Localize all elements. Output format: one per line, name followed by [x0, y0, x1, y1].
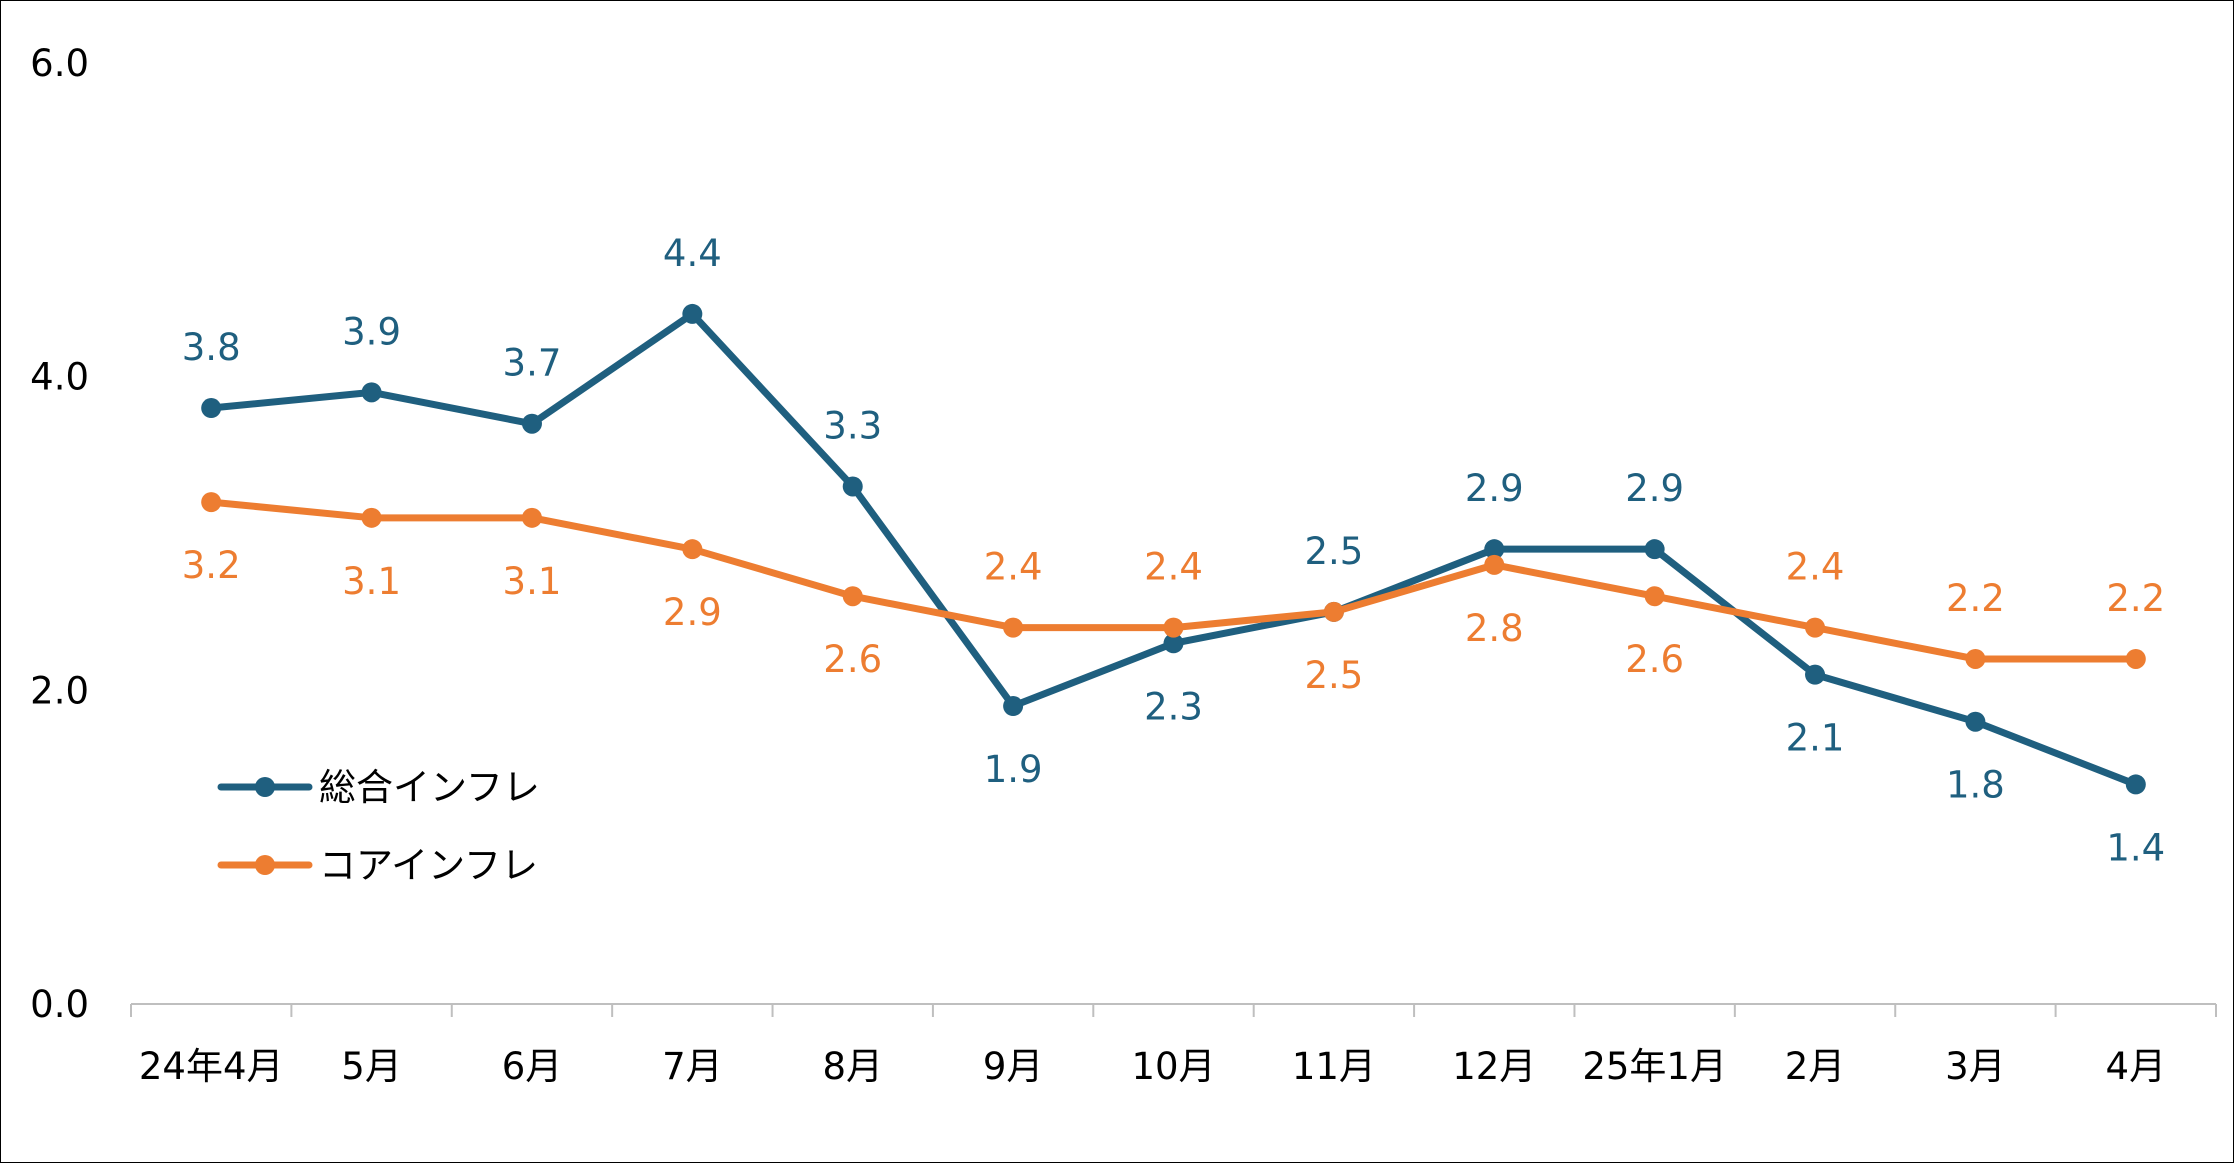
data-label-0: 2.9: [1625, 467, 1684, 510]
x-tick-label: 24年4月: [139, 1045, 284, 1088]
data-label-1: 3.1: [503, 560, 562, 603]
data-label-1: 2.8: [1465, 607, 1524, 650]
data-point-0: [2125, 774, 2146, 795]
data-label-0: 1.8: [1946, 764, 2005, 807]
data-label-1: 2.5: [1304, 654, 1363, 697]
x-tick-label: 8月: [822, 1045, 883, 1088]
x-tick-label: 11月: [1292, 1045, 1376, 1088]
data-label-0: 1.9: [984, 748, 1043, 791]
data-label-0: 2.3: [1144, 685, 1203, 728]
legend-swatch-marker-1: [255, 855, 275, 875]
data-point-1: [1323, 601, 1344, 622]
data-point-0: [361, 382, 382, 403]
data-label-0: 4.4: [663, 232, 722, 275]
data-labels: 3.8 3.9 3.7 4.4 3.3 1.9 2.3 2.5 2.9 2.9 2.1 1.8 1.4 3…: [182, 232, 2165, 870]
x-tick-label: 9月: [983, 1045, 1044, 1088]
data-point-0: [682, 303, 703, 324]
legend-label-0: 総合インフレ: [319, 766, 540, 809]
data-point-0: [1484, 539, 1505, 560]
x-tick-label: 12月: [1452, 1045, 1536, 1088]
data-point-1: [1965, 648, 1986, 669]
data-point-1: [2125, 648, 2146, 669]
data-label-1: 2.4: [1786, 546, 1845, 589]
axes: 24年4月 5月 6月 7月 8月 9月 10月 11月 12月 25年1月 2月 3月 4月 0.0 2.…: [30, 42, 2217, 1088]
data-label-0: 2.9: [1465, 467, 1524, 510]
data-point-1: [521, 507, 542, 528]
x-tick-label: 10月: [1131, 1045, 1215, 1088]
legend-label-1: コアインフレ: [319, 844, 538, 887]
x-tick-label: 7月: [662, 1045, 723, 1088]
data-point-1: [842, 586, 863, 607]
data-point-0: [1644, 539, 1665, 560]
data-point-1: [1644, 586, 1665, 607]
y-tick-label: 6.0: [30, 42, 89, 85]
data-label-0: 2.5: [1304, 530, 1363, 573]
data-point-1: [1805, 617, 1826, 638]
data-point-1: [682, 539, 703, 560]
x-tick-label: 4月: [2106, 1045, 2167, 1088]
data-label-0: 3.9: [342, 310, 401, 353]
x-tick-label: 6月: [502, 1045, 563, 1088]
data-point-0: [521, 413, 542, 434]
x-tick-label: 5月: [341, 1045, 402, 1088]
x-tick-label: 2月: [1785, 1045, 1846, 1088]
x-tick-label: 3月: [1945, 1045, 2006, 1088]
y-tick-label: 2.0: [30, 669, 89, 712]
data-point-1: [1484, 554, 1505, 575]
data-label-1: 2.4: [984, 546, 1043, 589]
legend-swatch-marker-0: [255, 777, 275, 797]
data-label-1: 2.6: [1625, 638, 1684, 681]
data-label-1: 2.2: [1946, 577, 2005, 620]
data-point-1: [201, 492, 222, 513]
data-point-0: [1965, 711, 1986, 732]
data-label-0: 3.7: [503, 342, 562, 385]
data-point-1: [1003, 617, 1024, 638]
data-point-0: [1805, 664, 1826, 685]
data-label-1: 2.2: [2106, 577, 2165, 620]
data-label-1: 3.1: [342, 560, 401, 603]
series-layer: [201, 303, 2146, 795]
y-tick-label: 0.0: [30, 983, 89, 1026]
data-label-1: 2.9: [663, 591, 722, 634]
data-label-1: 3.2: [182, 544, 241, 587]
data-point-0: [1003, 696, 1024, 717]
data-point-0: [201, 398, 222, 419]
data-point-1: [1163, 617, 1184, 638]
data-label-0: 3.8: [182, 326, 241, 369]
data-point-0: [842, 476, 863, 497]
data-label-1: 2.6: [823, 638, 882, 681]
x-tick-label: 25年1月: [1582, 1045, 1727, 1088]
data-label-0: 3.3: [823, 404, 882, 447]
data-point-1: [361, 507, 382, 528]
data-point-0: [1163, 633, 1184, 654]
data-label-0: 2.1: [1786, 717, 1845, 760]
y-tick-label: 4.0: [30, 356, 89, 399]
data-label-0: 1.4: [2106, 826, 2165, 869]
data-label-1: 2.4: [1144, 546, 1203, 589]
